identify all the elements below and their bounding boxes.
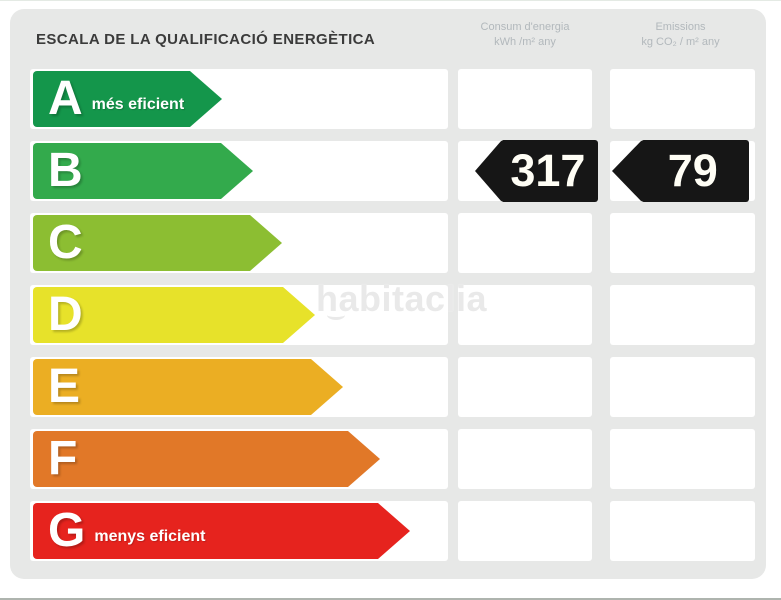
column-header-consum-line1: Consum d'energia [480,21,570,33]
emissions-cell: 79 [610,140,755,202]
consum-value-tag: 317 [475,140,598,202]
rating-track: C [30,213,448,273]
column-header-emissions-line1: Emissions [655,21,706,33]
emissions-cell [610,501,755,561]
rating-row-c: C [0,213,781,273]
page-title: ESCALA DE LA QUALIFICACIÓ ENERGÈTICA [36,31,376,48]
rating-row-d: D [0,285,781,345]
consum-cell [458,285,592,345]
grade-letter: D [48,288,83,341]
emissions-cell [610,357,755,417]
grade-letter: C [48,216,83,269]
consum-cell [458,69,592,129]
emissions-cell [610,69,755,129]
grade-letter: A [48,72,83,125]
grade-letter: F [48,432,78,485]
consum-cell [458,357,592,417]
rating-arrow-b: B [33,143,253,199]
consum-cell [458,213,592,273]
column-header-emissions-line2: kg CO₂ / m² any [641,36,720,48]
grade-letter: G [48,504,86,557]
rating-track: B [30,141,448,201]
emissions-value-tag: 79 [612,140,749,202]
consum-cell: 317 [458,140,598,202]
rating-row-e: E [0,357,781,417]
column-header-consum-line2: kWh /m² any [494,36,556,48]
grade-note: menys eficient [94,528,206,545]
column-header-consum: Consum d'energia kWh /m² any [458,20,592,50]
consum-cell [458,501,592,561]
emissions-value: 79 [667,145,718,196]
emissions-cell [610,285,755,345]
rating-track: E [30,357,448,417]
rating-arrow-f: F [33,431,380,487]
rating-row-f: F [0,429,781,489]
emissions-cell [610,213,755,273]
rating-arrow-e: E [33,359,343,415]
consum-value: 317 [510,145,586,196]
rating-track: D [30,285,448,345]
grade-letter: B [48,144,83,197]
grade-letter: E [48,360,81,413]
rating-row-b: B 317 79 [0,140,781,202]
column-header-emissions: Emissions kg CO₂ / m² any [606,20,755,50]
consum-cell [458,429,592,489]
rating-track: F [30,429,448,489]
rating-arrow-d: D [33,287,315,343]
watermark-smile-icon [327,310,345,320]
rating-arrow-c: C [33,215,282,271]
emissions-cell [610,429,755,489]
grade-note: més eficient [91,96,185,113]
